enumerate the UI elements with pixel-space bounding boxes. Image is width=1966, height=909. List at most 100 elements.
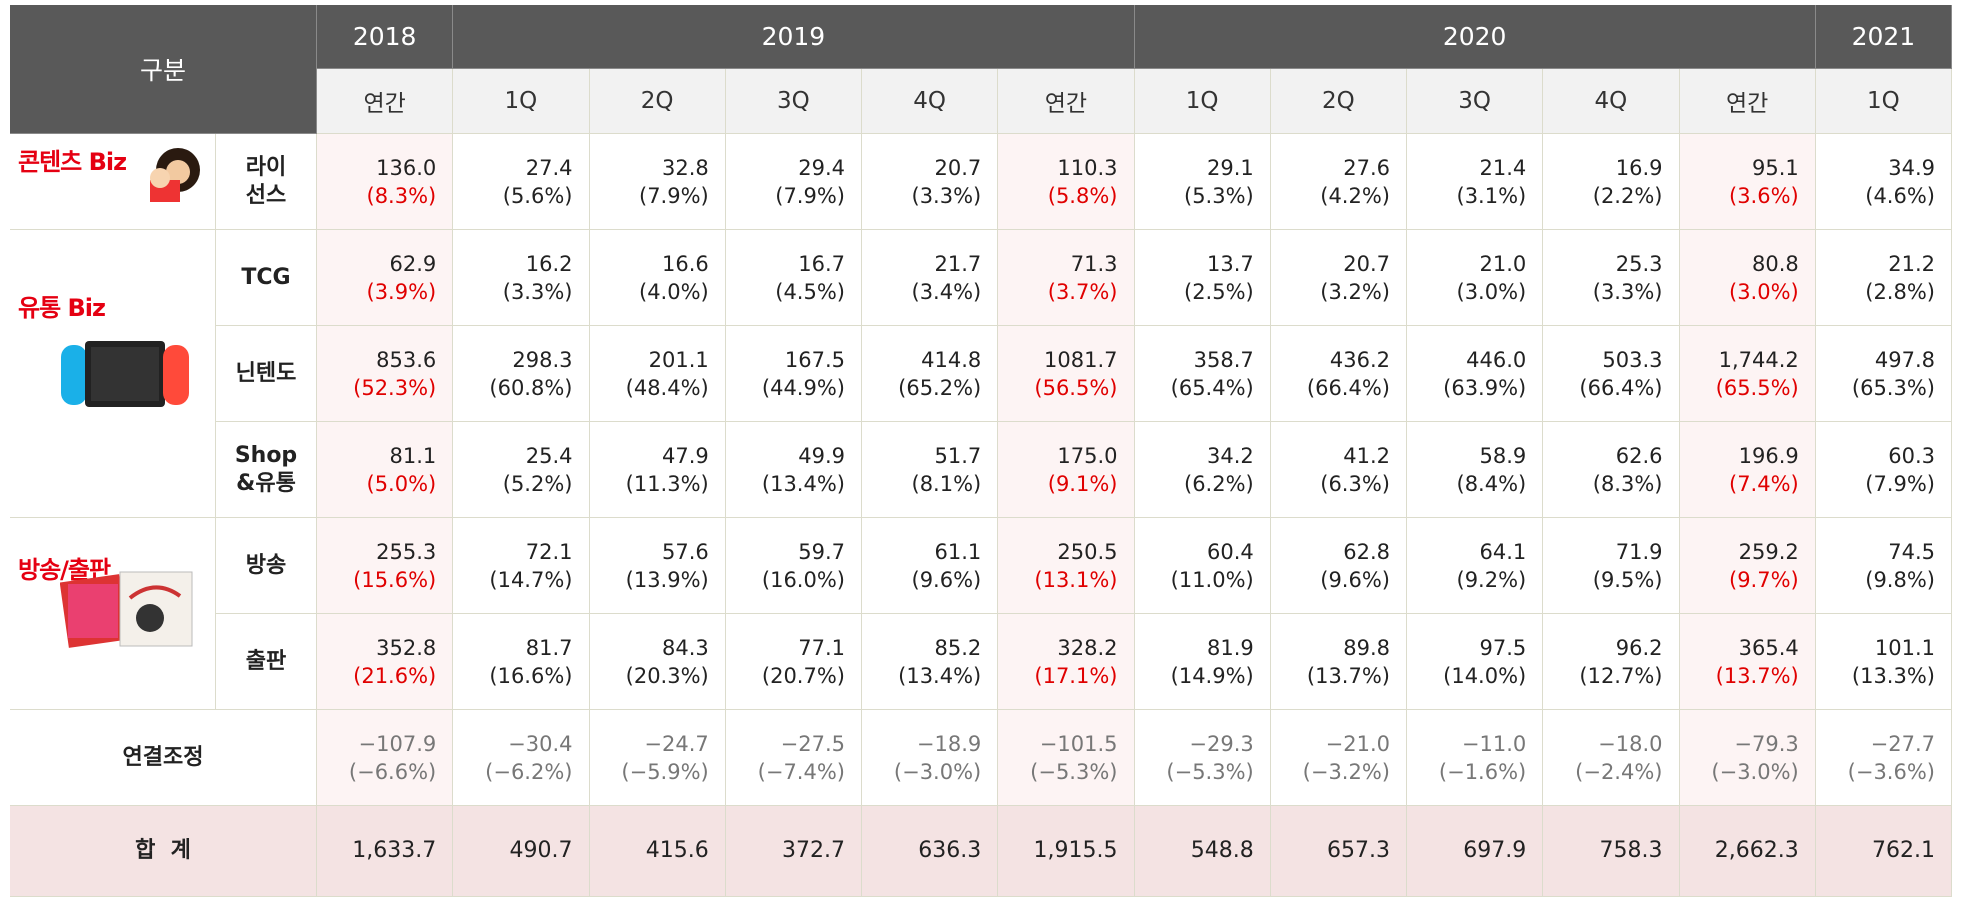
value-cell: 60.3(7.9%) [1816, 422, 1952, 518]
period-label: 1Q [1186, 88, 1219, 114]
value-cell: 34.2(6.2%) [1135, 422, 1271, 518]
share: (3.4%) [912, 278, 982, 306]
value: 81.1 [389, 442, 436, 470]
value: 80.8 [1752, 250, 1799, 278]
share: (5.2%) [503, 470, 573, 498]
value-cell: 21.4(3.1%) [1407, 134, 1543, 230]
share: (44.9%) [762, 374, 845, 402]
value: 16.2 [526, 250, 573, 278]
value-cell: −101.5(−5.3%) [998, 710, 1134, 806]
value: 175.0 [1057, 442, 1117, 470]
value: 51.7 [934, 442, 981, 470]
row-label-text: 라이 선스 [246, 154, 286, 210]
total-value: 762.1 [1872, 837, 1935, 865]
value-cell: 20.7(3.2%) [1271, 230, 1407, 326]
value: 81.7 [526, 634, 573, 662]
share: (7.9%) [775, 182, 845, 210]
year-label: 2021 [1852, 22, 1916, 51]
share: (56.5%) [1034, 374, 1117, 402]
value-cell: 101.1(13.3%) [1816, 614, 1952, 710]
value: 1081.7 [1044, 346, 1117, 374]
value: −18.9 [917, 730, 981, 758]
group-icon [60, 568, 200, 648]
period-label: 3Q [1458, 88, 1491, 114]
value-cell: −107.9(−6.6%) [317, 710, 453, 806]
value: 62.6 [1616, 442, 1663, 470]
value-cell: 80.8(3.0%) [1680, 230, 1816, 326]
value-cell: −18.9(−3.0%) [862, 710, 998, 806]
group-cell: 유통 Biz [10, 230, 216, 518]
share: (8.3%) [367, 182, 437, 210]
share: (3.3%) [912, 182, 982, 210]
group-label: 유통 Biz [18, 288, 198, 318]
share: (65.4%) [1171, 374, 1254, 402]
value: −29.3 [1189, 730, 1253, 758]
value: 328.2 [1057, 634, 1117, 662]
share: (52.3%) [353, 374, 436, 402]
value-cell: −30.4(−6.2%) [453, 710, 589, 806]
share: (13.1%) [1034, 566, 1117, 594]
value-cell: 95.1(3.6%) [1680, 134, 1816, 230]
row-label-text: 출판 [246, 648, 286, 676]
value: 167.5 [785, 346, 845, 374]
value: −30.4 [508, 730, 572, 758]
value: 60.3 [1888, 442, 1935, 470]
share: (3.7%) [1048, 278, 1118, 306]
total-value: 2,662.3 [1715, 837, 1799, 865]
row-label-text: 방송 [246, 552, 286, 580]
value-cell: 201.1(48.4%) [590, 326, 726, 422]
period-header: 3Q [726, 69, 862, 134]
value-cell: 60.4(11.0%) [1135, 518, 1271, 614]
share: (3.0%) [1457, 278, 1527, 306]
share: (20.7%) [762, 662, 845, 690]
share: (−3.2%) [1303, 758, 1390, 786]
value-cell: 1081.7(56.5%) [998, 326, 1134, 422]
total-value: 372.7 [782, 837, 845, 865]
period-label: 1Q [505, 88, 538, 114]
period-header: 연간 [1680, 69, 1816, 134]
year-header: 2018 [317, 5, 453, 69]
value: 853.6 [376, 346, 436, 374]
total-cell: 548.8 [1135, 806, 1271, 897]
row-label: 연결조정 [10, 710, 317, 806]
value-cell: 446.0(63.9%) [1407, 326, 1543, 422]
value-cell: 41.2(6.3%) [1271, 422, 1407, 518]
value: −27.7 [1871, 730, 1935, 758]
value-cell: 497.8(65.3%) [1816, 326, 1952, 422]
share: (65.2%) [898, 374, 981, 402]
year-label: 2019 [762, 22, 826, 51]
value: 16.6 [662, 250, 709, 278]
share: (7.9%) [639, 182, 709, 210]
value-cell: 21.7(3.4%) [862, 230, 998, 326]
total-value: 636.3 [918, 837, 981, 865]
value: 49.9 [798, 442, 845, 470]
group-cell: 콘텐츠 Biz [10, 134, 216, 230]
value-cell: 27.4(5.6%) [453, 134, 589, 230]
value-cell: 1,744.2(65.5%) [1680, 326, 1816, 422]
group-cell: 방송/출판 [10, 518, 216, 710]
share: (3.9%) [367, 278, 437, 306]
share: (65.3%) [1852, 374, 1935, 402]
total-value: 697.9 [1463, 837, 1526, 865]
value: 84.3 [662, 634, 709, 662]
share: (3.1%) [1457, 182, 1527, 210]
value-cell: 27.6(4.2%) [1271, 134, 1407, 230]
value: 497.8 [1875, 346, 1935, 374]
value-cell: 72.1(14.7%) [453, 518, 589, 614]
share: (4.6%) [1865, 182, 1935, 210]
value-cell: 110.3(5.8%) [998, 134, 1134, 230]
total-value: 1,915.5 [1034, 837, 1118, 865]
share: (63.9%) [1443, 374, 1526, 402]
period-label: 1Q [1867, 88, 1900, 114]
value: 64.1 [1479, 538, 1526, 566]
value-cell: 175.0(9.1%) [998, 422, 1134, 518]
value-cell: 71.9(9.5%) [1543, 518, 1679, 614]
value-cell: 84.3(20.3%) [590, 614, 726, 710]
value: 20.7 [1343, 250, 1390, 278]
value-cell: −18.0(−2.4%) [1543, 710, 1679, 806]
value: 27.4 [526, 154, 573, 182]
period-label: 연간 [1726, 84, 1768, 118]
period-label: 4Q [1595, 88, 1628, 114]
value-cell: 81.9(14.9%) [1135, 614, 1271, 710]
period-header: 연간 [317, 69, 453, 134]
